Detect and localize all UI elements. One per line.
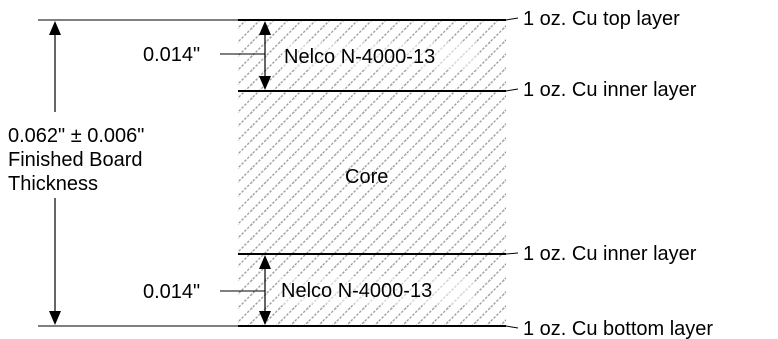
top-prepreg-label: Nelco N-4000-13: [284, 46, 435, 68]
board-thickness-arrow-down: [49, 311, 61, 325]
top-prepreg-arrow-up: [259, 21, 271, 35]
top-prepreg-arrow-down: [259, 76, 271, 90]
top-prepreg-thickness-label: 0.014": [143, 44, 200, 66]
board-thickness-caption-line3: Thickness: [8, 173, 98, 195]
inner-copper-label-2: 1 oz. Cu inner layer: [523, 243, 697, 265]
top-copper-leader: [505, 17, 519, 21]
bottom-prepreg-thickness-label: 0.014": [143, 281, 200, 303]
inner-copper-leader-1: [505, 88, 519, 92]
bottom-prepreg-arrow-up: [259, 255, 271, 269]
top-copper-label: 1 oz. Cu top layer: [523, 8, 680, 30]
board-cross-section: [238, 20, 506, 326]
bottom-copper-label: 1 oz. Cu bottom layer: [523, 318, 713, 339]
inner-copper-leader-2: [505, 252, 519, 255]
board-thickness-caption-line2: Finished Board: [8, 149, 143, 171]
bottom-prepreg-label: Nelco N-4000-13: [281, 280, 432, 302]
core-label: Core: [345, 166, 388, 188]
board-thickness-value: 0.062" ± 0.006": [8, 125, 144, 147]
bottom-prepreg-arrow-down: [259, 311, 271, 325]
inner-copper-label-1: 1 oz. Cu inner layer: [523, 79, 697, 101]
board-thickness-arrow-up: [49, 21, 61, 35]
bottom-copper-leader: [505, 325, 519, 329]
